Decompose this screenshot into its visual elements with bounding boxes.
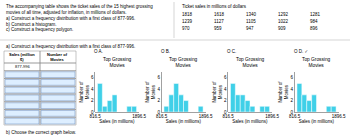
svg-text:Number ofMovies: Number ofMovies xyxy=(145,81,156,103)
svg-text:816.5: 816.5 xyxy=(222,114,234,119)
svg-text:Number ofMovies: Number ofMovies xyxy=(212,81,223,103)
svg-text:1818: 1818 xyxy=(182,12,193,17)
svg-text:O B.: O B. xyxy=(161,49,170,54)
svg-text:The accompanying table shows t: The accompanying table shows the ticket … xyxy=(6,4,153,32)
svg-text:Sales (million$): Sales (million$) xyxy=(9,52,35,62)
svg-text:Number ofMovies: Number ofMovies xyxy=(79,81,90,103)
svg-text:816.5: 816.5 xyxy=(289,114,301,119)
svg-text:b) Choose the correct graph be: b) Choose the correct graph below. xyxy=(6,130,76,135)
svg-text:4: 4 xyxy=(91,87,94,92)
svg-text:1239: 1239 xyxy=(182,19,193,24)
svg-text:O A.: O A. xyxy=(94,49,103,54)
svg-text:a) Construct a frequency distr: a) Construct a frequency distribution wi… xyxy=(6,44,135,49)
svg-text:959: 959 xyxy=(214,26,222,31)
svg-text:O D. ✓: O D. ✓ xyxy=(294,49,308,54)
svg-text:0: 0 xyxy=(291,110,294,115)
svg-text:970: 970 xyxy=(182,26,190,31)
svg-text:1292: 1292 xyxy=(278,12,289,17)
svg-text:Sales (in millions): Sales (in millions) xyxy=(299,119,335,124)
svg-text:1896.5: 1896.5 xyxy=(265,114,279,119)
svg-text:1340: 1340 xyxy=(246,12,257,17)
svg-text:Top GrossingMovies: Top GrossingMovies xyxy=(236,57,265,68)
svg-text:4: 4 xyxy=(291,87,294,92)
svg-text:816.5: 816.5 xyxy=(89,114,101,119)
svg-text:Top GrossingMovies: Top GrossingMovies xyxy=(169,57,198,68)
svg-text:6: 6 xyxy=(91,75,94,80)
svg-text:6: 6 xyxy=(291,75,294,80)
svg-text:1896.5: 1896.5 xyxy=(332,114,346,119)
svg-text:1618: 1618 xyxy=(214,12,225,17)
svg-text:Top GrossingMovies: Top GrossingMovies xyxy=(103,57,132,68)
svg-text:O C.: O C. xyxy=(227,49,236,54)
svg-text:0: 0 xyxy=(224,110,227,115)
svg-text:Sales (in millions): Sales (in millions) xyxy=(166,119,202,124)
svg-text:Number ofMovies: Number ofMovies xyxy=(278,81,289,103)
svg-text:984: 984 xyxy=(310,19,318,24)
svg-text:6: 6 xyxy=(158,75,161,80)
svg-text:947: 947 xyxy=(246,26,254,31)
svg-text:1896.5: 1896.5 xyxy=(199,114,213,119)
svg-text:4: 4 xyxy=(224,87,227,92)
svg-text:909: 909 xyxy=(278,26,286,31)
svg-text:Ticket sales in millions of do: Ticket sales in millions of dollars xyxy=(182,4,247,9)
svg-text:2: 2 xyxy=(291,98,294,103)
svg-text:2: 2 xyxy=(91,98,94,103)
svg-text:2: 2 xyxy=(224,98,227,103)
svg-text:1127: 1127 xyxy=(214,19,224,24)
svg-text:1281: 1281 xyxy=(310,12,321,17)
svg-text:1896.5: 1896.5 xyxy=(132,114,146,119)
svg-text:877-996: 877-996 xyxy=(15,64,30,69)
svg-text:Top GrossingMovies: Top GrossingMovies xyxy=(302,57,331,68)
svg-text:0: 0 xyxy=(91,110,94,115)
svg-text:2: 2 xyxy=(158,98,161,103)
svg-text:Sales (in millions): Sales (in millions) xyxy=(99,119,135,124)
svg-text:Number ofMovies: Number ofMovies xyxy=(47,52,68,62)
svg-text:4: 4 xyxy=(158,87,161,92)
svg-text:816.5: 816.5 xyxy=(156,114,168,119)
svg-text:Sales (in millions): Sales (in millions) xyxy=(232,119,268,124)
svg-text:0: 0 xyxy=(158,110,161,115)
svg-text:896: 896 xyxy=(310,26,318,31)
svg-text:1105: 1105 xyxy=(246,19,256,24)
svg-text:6: 6 xyxy=(224,75,227,80)
svg-text:1022: 1022 xyxy=(278,19,289,24)
